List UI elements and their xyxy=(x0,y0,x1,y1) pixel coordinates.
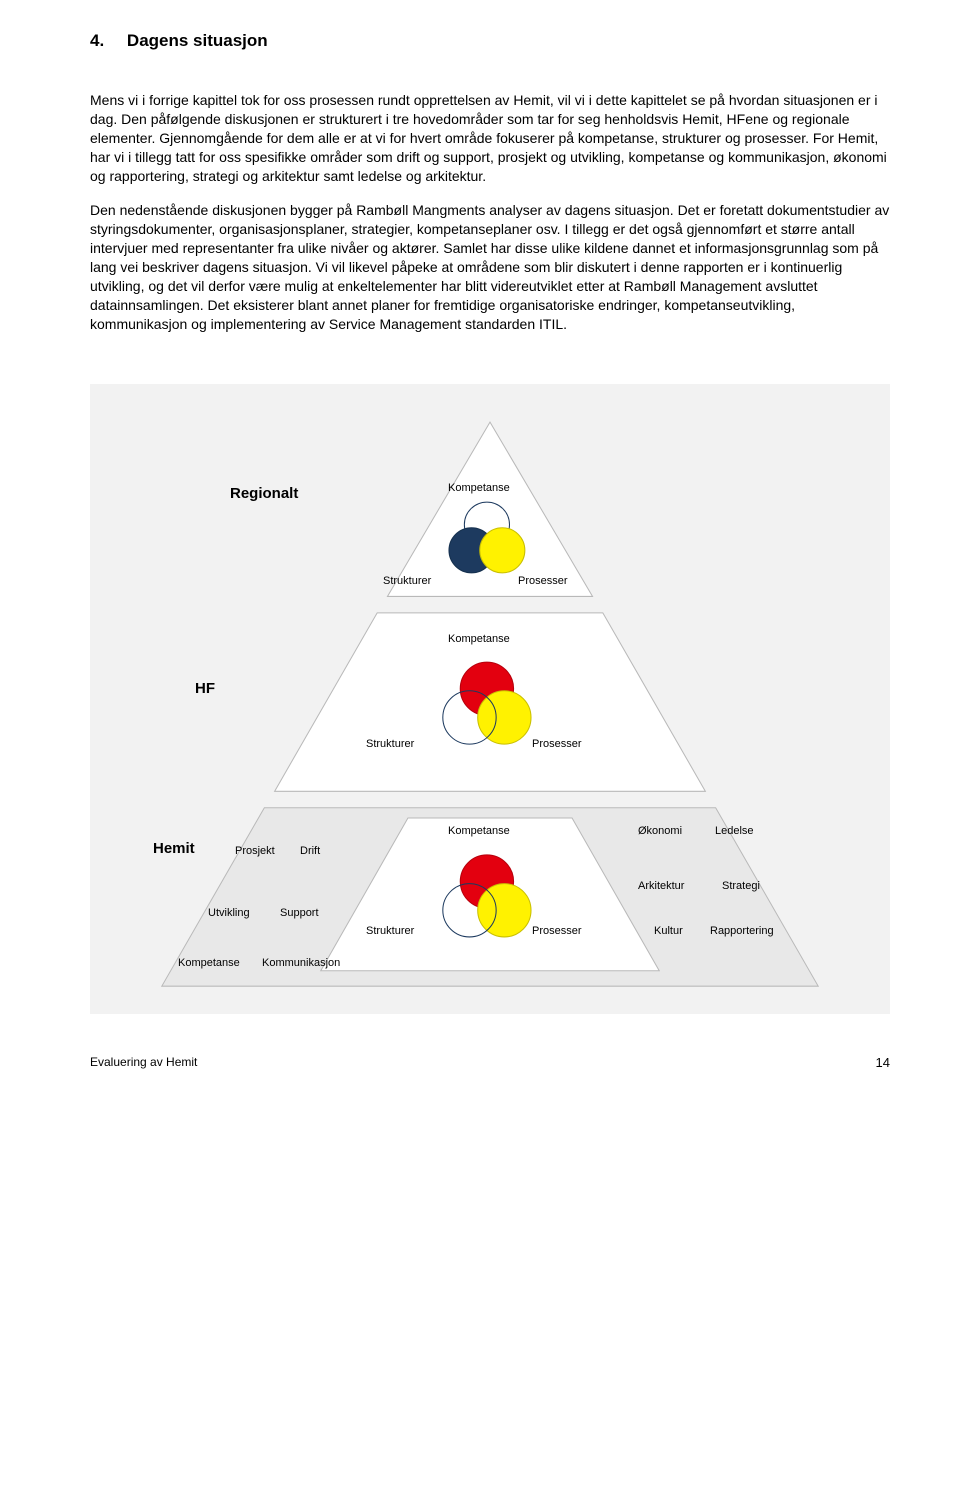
label-regionalt: Regionalt xyxy=(230,484,298,504)
label-arkitektur: Arkitektur xyxy=(638,879,684,894)
label-ledelse: Ledelse xyxy=(715,824,754,839)
label-hemit: Hemit xyxy=(153,839,195,859)
label-prosesser-bot: Prosesser xyxy=(532,924,582,939)
paragraph-2: Den nedenstående diskusjonen bygger på R… xyxy=(90,201,890,333)
heading-number: 4. xyxy=(90,30,104,53)
section-heading: 4. Dagens situasjon xyxy=(90,30,890,53)
pyramid-diagram: Regionalt HF Hemit Kompetanse Strukturer… xyxy=(90,384,890,1014)
label-kompetanse-mid: Kompetanse xyxy=(448,632,510,647)
page-footer: Evaluering av Hemit 14 xyxy=(90,1054,890,1072)
label-kultur: Kultur xyxy=(654,924,683,939)
label-strukturer-top: Strukturer xyxy=(383,574,431,589)
label-kommunikasjon: Kommunikasjon xyxy=(262,956,340,971)
label-prosesser-top: Prosesser xyxy=(518,574,568,589)
label-support: Support xyxy=(280,906,319,921)
venn-top-right xyxy=(480,527,525,572)
paragraph-1: Mens vi i forrige kapittel tok for oss p… xyxy=(90,91,890,185)
label-strukturer-mid: Strukturer xyxy=(366,737,414,752)
label-kompetanse-top: Kompetanse xyxy=(448,481,510,496)
page-number: 14 xyxy=(876,1054,890,1072)
label-rapportering: Rapportering xyxy=(710,924,774,939)
label-kompetanse-bl: Kompetanse xyxy=(178,956,240,971)
label-okonomi: Økonomi xyxy=(638,824,682,839)
footer-left: Evaluering av Hemit xyxy=(90,1054,197,1072)
venn-mid-right xyxy=(478,690,531,743)
label-prosjekt: Prosjekt xyxy=(235,844,275,859)
pyramid-top xyxy=(387,422,592,596)
label-strategi: Strategi xyxy=(722,879,760,894)
label-drift: Drift xyxy=(300,844,320,859)
label-strukturer-bot: Strukturer xyxy=(366,924,414,939)
venn-bot-right xyxy=(478,883,531,936)
label-kompetanse-bot: Kompetanse xyxy=(448,824,510,839)
label-prosesser-mid: Prosesser xyxy=(532,737,582,752)
heading-title: Dagens situasjon xyxy=(127,31,268,50)
label-utvikling: Utvikling xyxy=(208,906,250,921)
label-hf: HF xyxy=(195,679,215,699)
